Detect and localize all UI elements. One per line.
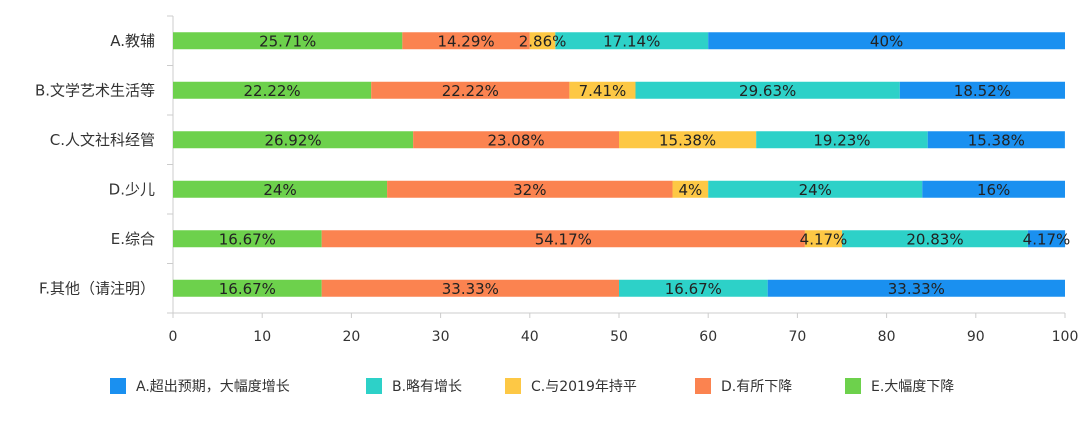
- legend-swatch: [505, 378, 521, 394]
- x-tick-label: 90: [967, 329, 985, 345]
- data-label: 16.67%: [665, 280, 722, 298]
- data-label: 14.29%: [437, 32, 494, 50]
- bars-layer: [173, 32, 1066, 297]
- bar-segment: [672, 180, 709, 198]
- bar-segment: [402, 32, 530, 50]
- x-tick-label: 80: [878, 329, 896, 345]
- bar-segment: [1027, 230, 1066, 248]
- bar-segment: [927, 131, 1065, 149]
- legend-label: D.有所下降: [721, 379, 792, 395]
- bar-segment: [173, 180, 388, 198]
- segment-labels-layer: 25.71% 14.29% 2.86% 17.14% 40% 22.22% 22.22% 7.…: [219, 32, 1071, 298]
- bar-segment: [756, 131, 928, 149]
- bar-segment: [767, 279, 1065, 297]
- bar-segment: [619, 131, 757, 149]
- bar-segment: [413, 131, 619, 149]
- bar-segment: [173, 81, 372, 99]
- bar-segment: [387, 180, 673, 198]
- category-label: D.少儿: [109, 180, 155, 198]
- bar-segment: [842, 230, 1028, 248]
- data-label: 24%: [263, 181, 296, 199]
- data-label: 2.86%: [519, 32, 567, 50]
- data-label: 25.71%: [259, 32, 316, 50]
- x-tick-label: 40: [521, 329, 539, 345]
- data-label: 7.41%: [579, 82, 627, 100]
- data-label: 33.33%: [442, 280, 499, 298]
- bar-segment: [321, 230, 805, 248]
- bar-segment: [619, 279, 768, 297]
- data-label: 23.08%: [487, 131, 544, 149]
- bar-segment: [173, 279, 322, 297]
- legend-swatch: [695, 378, 711, 394]
- x-tick-label: 100: [1052, 329, 1079, 345]
- legend-swatch: [845, 378, 861, 394]
- bar-segment: [922, 180, 1065, 198]
- bar-segment: [371, 81, 570, 99]
- legend-label: A.超出预期，大幅度增长: [136, 379, 290, 395]
- category-label: A.教辅: [110, 32, 155, 50]
- legend-swatch: [110, 378, 126, 394]
- data-label: 24%: [799, 181, 832, 199]
- data-label: 22.22%: [442, 82, 499, 100]
- legend-label: E.大幅度下降: [871, 379, 954, 395]
- bar-segment: [804, 230, 843, 248]
- data-label: 54.17%: [535, 230, 592, 248]
- data-label: 17.14%: [603, 32, 660, 50]
- data-label: 33.33%: [888, 280, 945, 298]
- bar-segment: [708, 180, 923, 198]
- bar-segment: [635, 81, 900, 99]
- bar-segment: [173, 131, 414, 149]
- data-label: 20.83%: [906, 230, 963, 248]
- data-label: 15.38%: [968, 131, 1025, 149]
- data-label: 16.67%: [219, 280, 276, 298]
- x-tick-label: 20: [342, 329, 360, 345]
- legend-label: C.与2019年持平: [531, 379, 637, 395]
- data-label: 18.52%: [954, 82, 1011, 100]
- category-label: E.综合: [111, 230, 155, 248]
- category-label: C.人文社科经管: [50, 131, 155, 149]
- data-label: 4%: [678, 181, 702, 199]
- category-label: F.其他（请注明）: [39, 279, 155, 297]
- data-label: 29.63%: [739, 82, 796, 100]
- data-label: 16%: [977, 181, 1010, 199]
- x-tick-label: 70: [788, 329, 806, 345]
- category-label: B.文学艺术生活等: [35, 81, 155, 99]
- data-label: 15.38%: [659, 131, 716, 149]
- data-label: 16.67%: [219, 230, 276, 248]
- x-tick-label: 60: [699, 329, 717, 345]
- bar-segment: [708, 32, 1065, 50]
- data-label: 22.22%: [243, 82, 300, 100]
- data-label: 4.17%: [1023, 230, 1071, 248]
- x-tick-label: 50: [610, 329, 628, 345]
- data-label: 32%: [513, 181, 546, 199]
- bar-segment: [569, 81, 636, 99]
- data-label: 4.17%: [800, 230, 848, 248]
- axis-layer: 0 10 20 30 40 50 60 70 80 90 100 A.教辅 B.文学艺术生活等 C.人文社…: [35, 15, 1079, 345]
- data-label: 26.92%: [264, 131, 321, 149]
- bar-segment: [321, 279, 619, 297]
- x-tick-label: 10: [253, 329, 271, 345]
- x-tick-label: 0: [169, 329, 178, 345]
- legend: A.超出预期，大幅度增长 B.略有增长 C.与2019年持平 D.有所下降 E.大幅度下…: [110, 378, 954, 395]
- legend-swatch: [366, 378, 382, 394]
- legend-label: B.略有增长: [392, 379, 462, 395]
- bar-segment: [529, 32, 556, 50]
- data-label: 19.23%: [813, 131, 870, 149]
- data-label: 40%: [870, 32, 903, 50]
- bar-segment: [173, 230, 322, 248]
- x-tick-label: 30: [432, 329, 450, 345]
- bar-segment: [555, 32, 709, 50]
- bar-segment: [173, 32, 403, 50]
- bar-segment: [899, 81, 1065, 99]
